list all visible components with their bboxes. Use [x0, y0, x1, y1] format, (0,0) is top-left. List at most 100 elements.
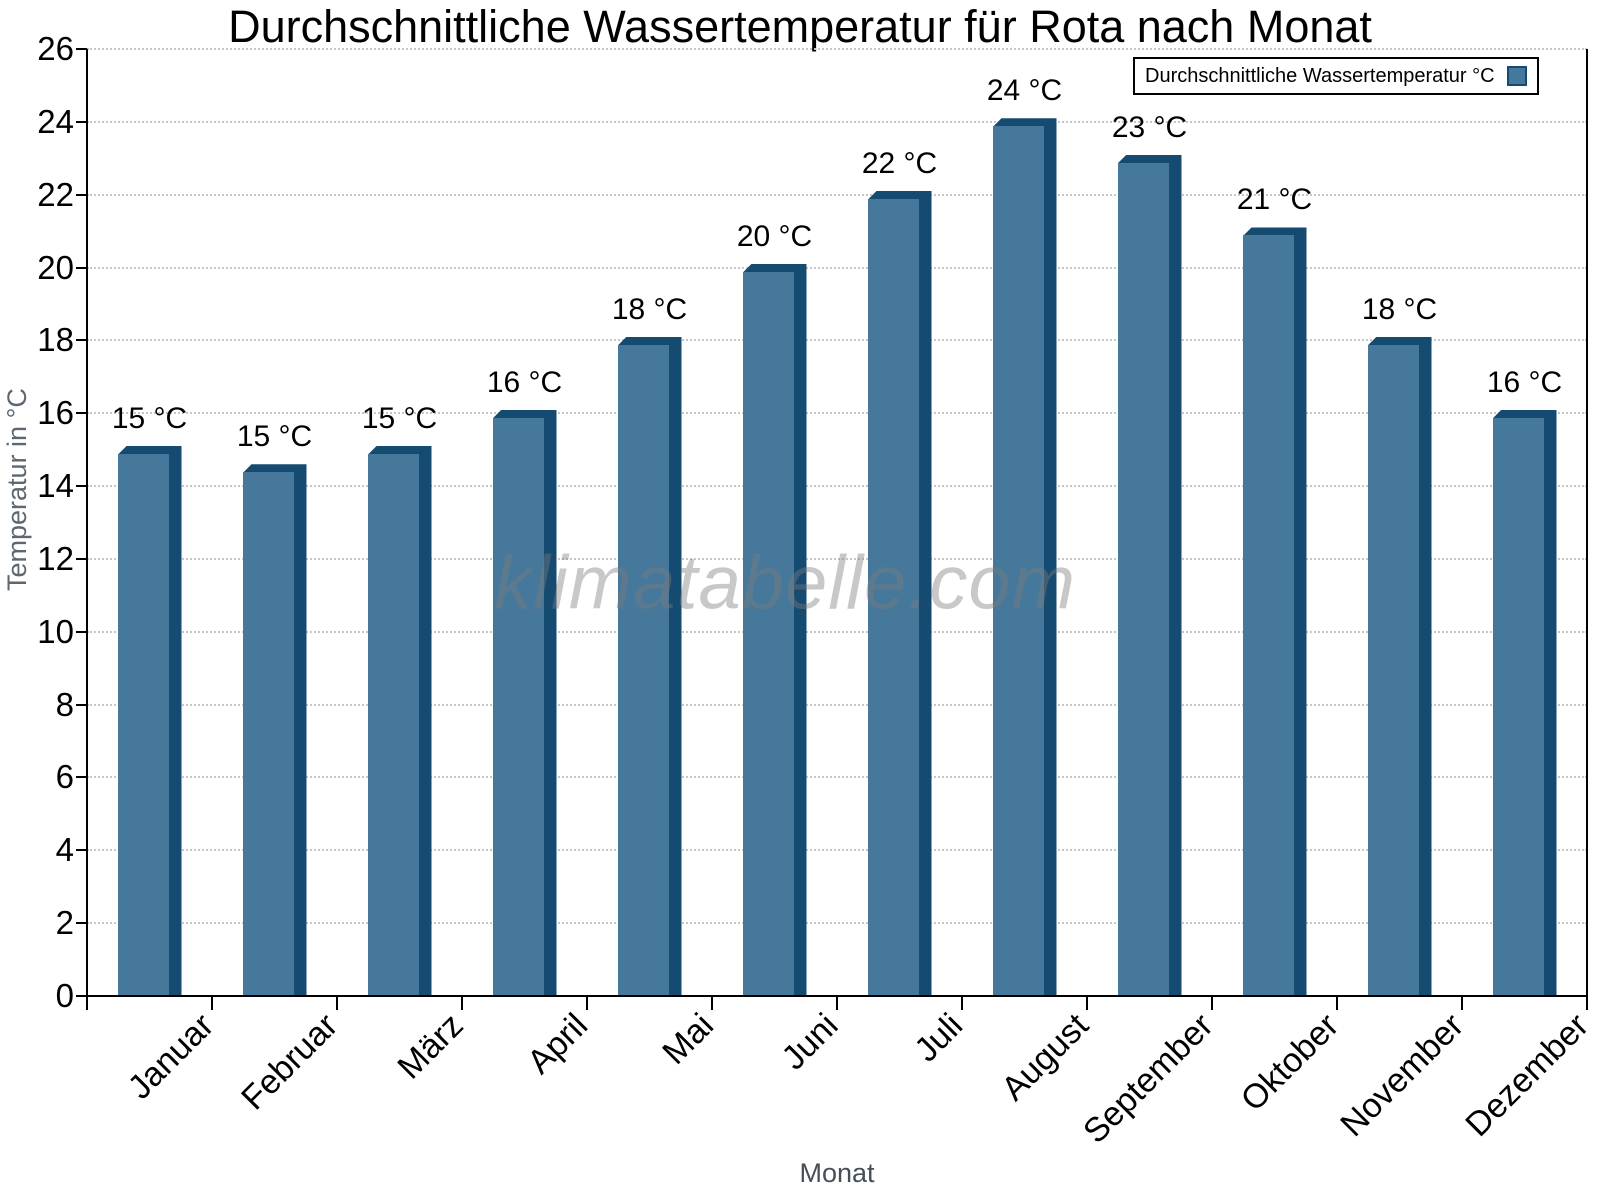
x-tick-label-märz: März: [390, 1006, 471, 1087]
x-tick-label-september: September: [1076, 1006, 1221, 1151]
x-tick-mark: [961, 996, 963, 1010]
chart-title: Durchschnittliche Wassertemperatur für R…: [228, 1, 1372, 52]
y-tick-mark: [76, 776, 87, 779]
bar-value-label: 16 °C: [1486, 365, 1563, 399]
x-tick-mark: [586, 996, 588, 1010]
y-tick-mark: [76, 412, 87, 415]
x-tick-mark: [1211, 996, 1213, 1010]
y-tick-mark: [76, 193, 87, 196]
bar-face: [367, 454, 419, 996]
y-tick-label: 6: [55, 758, 74, 796]
y-axis-line-left: [86, 49, 88, 997]
bar-juni: [742, 263, 807, 996]
bar-value-label: 15 °C: [111, 402, 188, 435]
x-tick-label-november: November: [1332, 1006, 1471, 1145]
x-tick-mark: [711, 996, 713, 1010]
y-tick-mark: [76, 922, 87, 925]
bar-value-label: 18 °C: [1361, 292, 1438, 326]
bar-face: [867, 199, 919, 996]
y-gridline: [87, 412, 1587, 415]
bar-face: [1367, 344, 1419, 996]
bar-value-label: 23 °C: [1111, 110, 1188, 144]
y-axis-line-right: [1586, 49, 1588, 997]
x-tick-label-oktober: Oktober: [1233, 1006, 1346, 1119]
plot-area: [87, 48, 1587, 996]
y-tick-label: 8: [55, 685, 74, 723]
bar-face: [1242, 235, 1294, 996]
y-tick-label: 18: [37, 321, 74, 359]
y-gridline: [87, 849, 1587, 852]
bar-oktober: [1242, 227, 1307, 996]
bar-juli: [867, 191, 932, 996]
x-tick-label-juni: Juni: [774, 1006, 846, 1078]
y-tick-mark: [76, 485, 87, 488]
y-tick-label: 16: [37, 394, 74, 432]
bar-face: [1117, 162, 1169, 996]
y-tick-mark: [76, 48, 87, 50]
y-tick-label: 24: [37, 102, 74, 140]
y-tick-mark: [76, 995, 87, 997]
y-gridline: [87, 630, 1587, 633]
x-tick-mark: [1586, 996, 1588, 1010]
bar-face: [117, 454, 169, 996]
x-tick-mark: [836, 996, 838, 1010]
x-tick-label-januar: Januar: [120, 1006, 221, 1107]
y-gridline: [87, 339, 1587, 342]
x-axis-title: Monat: [799, 1158, 875, 1188]
bar-januar: [117, 446, 182, 996]
bar-mai: [617, 336, 682, 996]
bar-face: [742, 271, 794, 996]
y-tick-label: 2: [55, 904, 74, 942]
bar-november: [1367, 336, 1432, 996]
x-tick-mark: [336, 996, 338, 1010]
bar-value-label: 15 °C: [236, 420, 313, 454]
y-gridline: [87, 703, 1587, 706]
x-tick-label-april: April: [520, 1006, 596, 1082]
bar-september: [1117, 154, 1182, 996]
x-tick-mark: [211, 996, 213, 1010]
x-tick-mark: [1086, 996, 1088, 1010]
bar-value-label: 16 °C: [486, 365, 563, 399]
bar-april: [492, 409, 557, 996]
y-gridline: [87, 557, 1587, 560]
bar-august: [992, 118, 1057, 996]
legend: Durchschnittliche Wassertemperatur °C: [1133, 57, 1539, 95]
x-tick-label-dezember: Dezember: [1457, 1006, 1596, 1145]
y-tick-mark: [76, 557, 87, 560]
y-tick-label: 0: [55, 977, 74, 1014]
y-tick-label: 26: [37, 30, 74, 67]
x-tick-label-august: August: [993, 1006, 1096, 1109]
y-gridline: [87, 922, 1587, 925]
y-tick-label: 14: [37, 467, 74, 505]
y-tick-label: 12: [37, 539, 74, 577]
bar-value-label: 18 °C: [611, 292, 688, 326]
bar-face: [617, 344, 669, 996]
bar-face: [992, 126, 1044, 996]
x-tick-label-mai: Mai: [655, 1006, 721, 1072]
bar-value-label: 22 °C: [861, 147, 938, 181]
y-tick-mark: [76, 120, 87, 123]
y-tick-mark: [76, 266, 87, 269]
y-tick-mark: [76, 339, 87, 342]
x-tick-mark: [1336, 996, 1338, 1010]
x-tick-label-februar: Februar: [234, 1006, 346, 1118]
legend-label: Durchschnittliche Wassertemperatur °C: [1145, 64, 1495, 87]
bar-value-label: 20 °C: [736, 219, 813, 253]
y-gridline: [87, 485, 1587, 488]
bar-märz: [367, 446, 432, 996]
x-tick-label-juli: Juli: [907, 1006, 971, 1070]
y-tick-mark: [76, 849, 87, 852]
bar-value-label: 21 °C: [1236, 183, 1313, 217]
y-tick-label: 10: [37, 612, 74, 650]
y-gridline: [87, 266, 1587, 269]
y-gridline: [87, 48, 1587, 51]
y-gridline: [87, 776, 1587, 779]
bar-dezember: [1492, 409, 1557, 996]
y-tick-mark: [76, 630, 87, 633]
y-tick-label: 22: [37, 175, 74, 213]
bar-face: [242, 472, 294, 996]
y-tick-label: 20: [37, 248, 74, 286]
y-axis-title: Temperatur in °C: [2, 388, 32, 592]
bar-face: [492, 417, 544, 996]
